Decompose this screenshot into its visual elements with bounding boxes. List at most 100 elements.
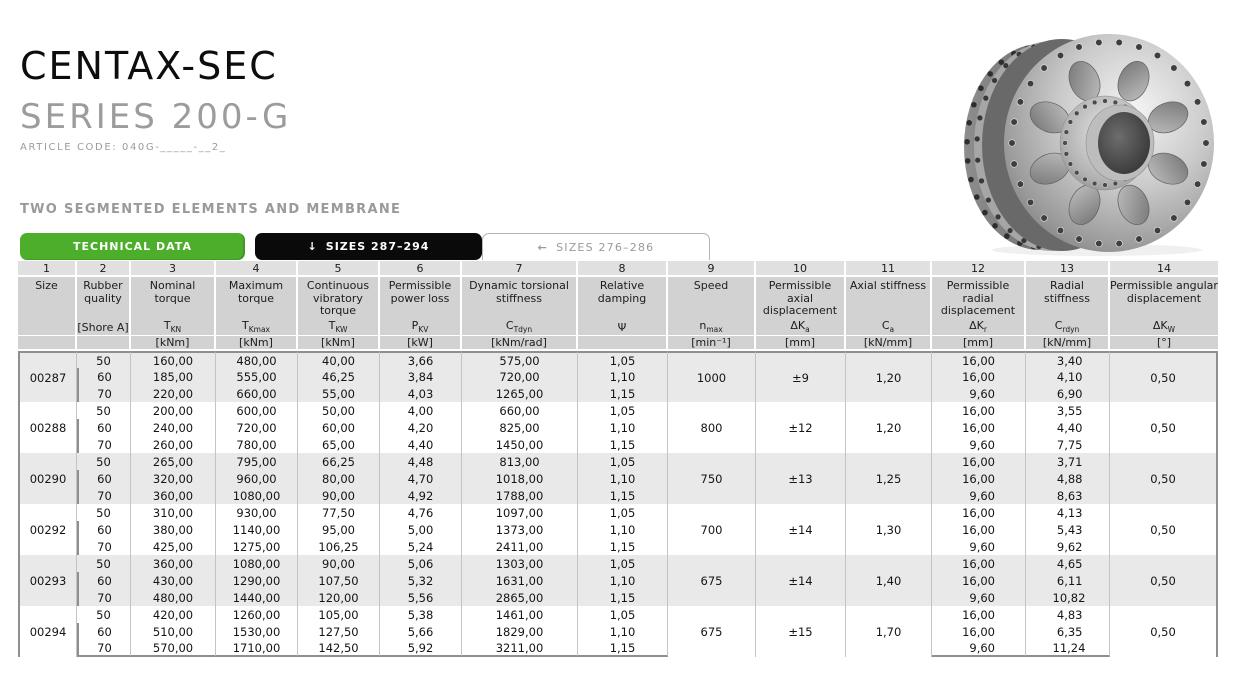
table-cell: 4,83: [1026, 606, 1110, 624]
column-symbol: Ψ: [578, 319, 668, 336]
table-cell: 1303,00: [462, 555, 578, 573]
table-cell: 60: [77, 419, 131, 437]
table-cell: 1275,00: [216, 538, 298, 556]
table-cell: 70: [77, 487, 131, 505]
angular-displacement-cell: 0,50: [1110, 504, 1218, 556]
angular-displacement-cell: 0,50: [1110, 351, 1218, 403]
axial-displacement-cell: ±9: [756, 351, 846, 403]
table-cell: 4,92: [380, 487, 462, 505]
table-cell: 4,00: [380, 402, 462, 420]
table-cell: 1080,00: [216, 487, 298, 505]
table-cell: 1080,00: [216, 555, 298, 573]
table-cell: 1,05: [578, 606, 668, 624]
size-cell: 00288: [18, 402, 77, 454]
table-cell: 3,66: [380, 351, 462, 369]
table-cell: 5,56: [380, 589, 462, 607]
column-unit: [kNm]: [131, 335, 216, 352]
table-cell: 5,43: [1026, 521, 1110, 539]
table-row: 60 320,00 960,00 80,00 4,70 1018,00 1,10 16,00 4…: [18, 470, 1218, 488]
tab-label: SIZES 276–286: [556, 240, 655, 254]
table-row: 00288 50 200,00 600,00 50,00 4,00 660,00 1,05 80…: [18, 402, 1218, 454]
tab-technical-data[interactable]: TECHNICAL DATA: [20, 233, 245, 260]
table-cell: 16,00: [932, 419, 1026, 437]
table-cell: 4,70: [380, 470, 462, 488]
table-cell: 90,00: [298, 487, 380, 505]
table-cell: 3,71: [1026, 453, 1110, 471]
column-unit: [kNm]: [298, 335, 380, 352]
table-cell: 1373,00: [462, 521, 578, 539]
table-cell: 46,25: [298, 368, 380, 386]
table-cell: 1710,00: [216, 640, 298, 658]
table-cell: 50,00: [298, 402, 380, 420]
table-cell: 5,32: [380, 572, 462, 590]
table-cell: 260,00: [131, 436, 216, 454]
table-cell: 1,15: [578, 487, 668, 505]
table-cell: 1260,00: [216, 606, 298, 624]
column-header: Permissible axial displacement: [756, 277, 846, 319]
table-cell: 813,00: [462, 453, 578, 471]
table-cell: 5,38: [380, 606, 462, 624]
speed-cell: 1000: [668, 351, 756, 403]
table-cell: 16,00: [932, 368, 1026, 386]
table-cell: 50: [77, 504, 131, 522]
table-cell: 1290,00: [216, 572, 298, 590]
axial-displacement-cell: ±15: [756, 606, 846, 658]
column-symbol: TKmax: [216, 319, 298, 336]
table-cell: 5,06: [380, 555, 462, 573]
table-cell: 60: [77, 368, 131, 386]
series-subtitle: SERIES 200-G: [20, 97, 292, 137]
table-cell: 1,10: [578, 419, 668, 437]
table-cell: 5,92: [380, 640, 462, 658]
table-cell: 50: [77, 351, 131, 369]
table-cell: 4,76: [380, 504, 462, 522]
table-cell: 6,35: [1026, 623, 1110, 641]
column-number: 9: [668, 261, 756, 277]
column-unit: [18, 335, 77, 352]
table-cell: 795,00: [216, 453, 298, 471]
column-header: Dynamic torsional stiffness: [462, 277, 578, 319]
tab-sizes-276-286[interactable]: ← SIZES 276–286: [482, 233, 710, 260]
table-cell: 3,84: [380, 368, 462, 386]
axial-displacement-cell: ±14: [756, 504, 846, 556]
table-cell: 240,00: [131, 419, 216, 437]
table-cell: 127,50: [298, 623, 380, 641]
table-row: 00294 50 420,00 1260,00 105,00 5,38 1461,00 1,0…: [18, 606, 1218, 658]
table-cell: 930,00: [216, 504, 298, 522]
table-cell: 1,05: [578, 453, 668, 471]
column-header: Speed: [668, 277, 756, 319]
table-cell: 425,00: [131, 538, 216, 556]
table-cell: 4,48: [380, 453, 462, 471]
table-cell: 5,00: [380, 521, 462, 539]
column-unit: [°]: [1110, 335, 1218, 352]
table-cell: 16,00: [932, 453, 1026, 471]
table-cell: 106,25: [298, 538, 380, 556]
table-row: 70 260,00 780,00 65,00 4,40 1450,00 1,15 9,60 7,…: [18, 436, 1218, 454]
speed-cell: 700: [668, 504, 756, 556]
table-cell: 16,00: [932, 470, 1026, 488]
table-cell: 480,00: [216, 351, 298, 369]
table-cell: 70: [77, 385, 131, 403]
table-cell: 720,00: [462, 368, 578, 386]
table-cell: 107,50: [298, 572, 380, 590]
column-header: Radial stiffness: [1026, 277, 1110, 319]
table-cell: 9,60: [932, 538, 1026, 556]
table-row: 00290 50 265,00 795,00 66,25 4,48 813,00 1,05 75…: [18, 453, 1218, 505]
angular-displacement-cell: 0,50: [1110, 453, 1218, 505]
table-cell: 1018,00: [462, 470, 578, 488]
table-cell: 9,60: [932, 385, 1026, 403]
column-number-row: 1 2 3 4 5 6 7 8 9 10 11 12 13 14: [18, 261, 1218, 277]
table-cell: 360,00: [131, 487, 216, 505]
table-cell: 380,00: [131, 521, 216, 539]
tab-sizes-287-294[interactable]: ↓ SIZES 287–294: [255, 233, 482, 260]
table-row: 60 510,00 1530,00 127,50 5,66 1829,00 1,10 16,0…: [18, 623, 1218, 641]
table-cell: 1530,00: [216, 623, 298, 641]
table-cell: 1450,00: [462, 436, 578, 454]
table-cell: 600,00: [216, 402, 298, 420]
table-cell: 185,00: [131, 368, 216, 386]
table-row: 70 570,00 1710,00 142,50 5,92 3211,00 1,15 9,60…: [18, 640, 1218, 658]
table-row: 70 360,00 1080,00 90,00 4,92 1788,00 1,15 9,60 8…: [18, 487, 1218, 505]
column-header: Nominal torque: [131, 277, 216, 319]
table-cell: 2411,00: [462, 538, 578, 556]
table-cell: 6,90: [1026, 385, 1110, 403]
table-cell: 95,00: [298, 521, 380, 539]
